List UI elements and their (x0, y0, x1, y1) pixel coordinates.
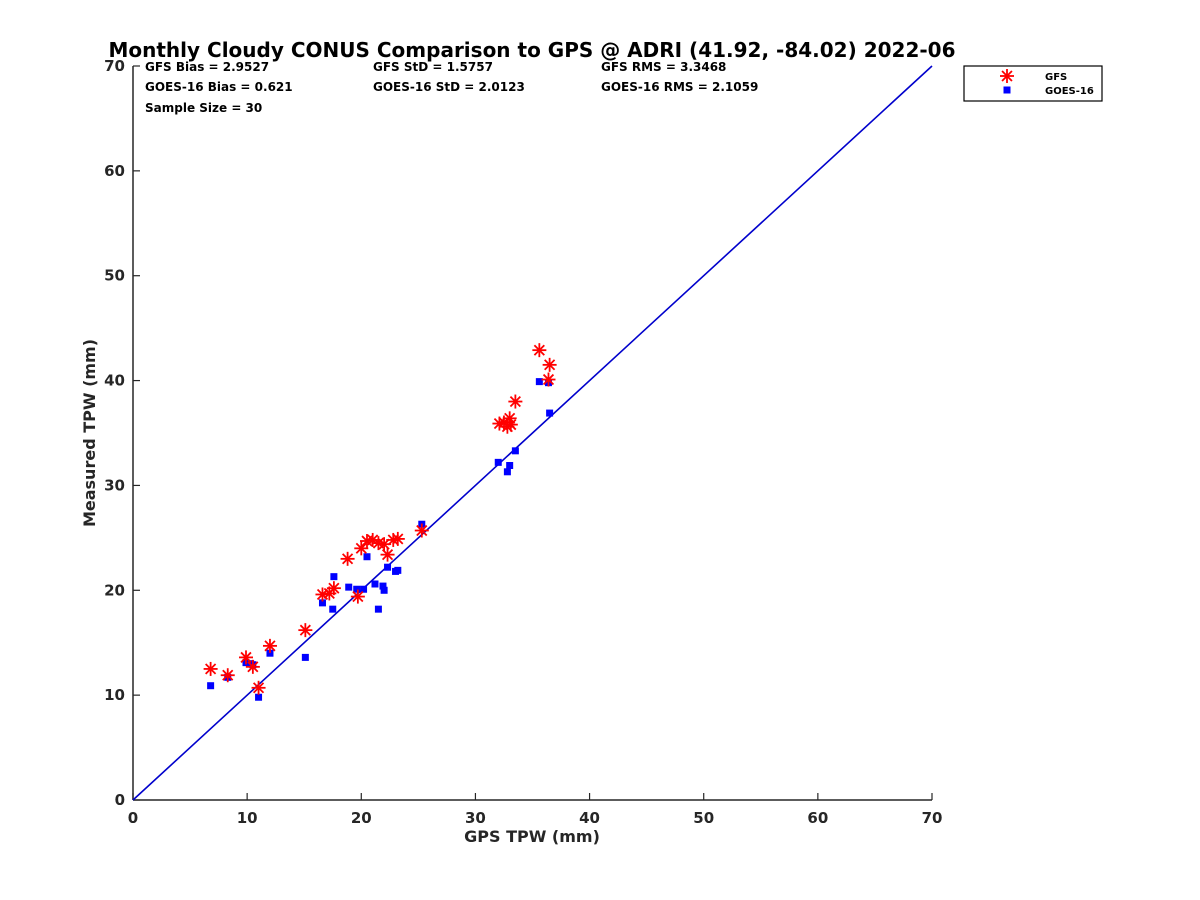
series-goes-16 (207, 378, 554, 701)
data-point-square (511, 447, 519, 455)
y-tick-label: 70 (104, 57, 125, 75)
data-point-square (353, 585, 361, 593)
y-tick-label: 40 (104, 372, 125, 390)
data-point-square (345, 583, 353, 591)
series-layer (203, 343, 557, 701)
axis-ticks: 0 10 20 30 40 50 60 70 0 10 20 30 40 50 60 70 (104, 57, 942, 827)
data-point-square (503, 468, 511, 476)
data-point-square (371, 580, 379, 588)
y-tick-label: 20 (104, 581, 125, 599)
stat-text: GOES-16 StD = 2.0123 (373, 80, 525, 94)
legend-label: GFS (1045, 72, 1067, 83)
data-point-square (207, 682, 215, 690)
data-point-square (374, 605, 382, 613)
data-point-asterisk (203, 661, 218, 676)
legend-marker (1003, 86, 1011, 94)
stats-block: GFS Bias = 2.9527 GFS StD = 1.5757 GFS RMS… (145, 60, 758, 115)
data-point-asterisk (245, 659, 260, 674)
x-tick-label: 30 (465, 809, 486, 827)
data-point-asterisk (496, 415, 511, 430)
legend-marker (1000, 69, 1014, 83)
x-tick-label: 50 (693, 809, 714, 827)
x-tick-label: 60 (807, 809, 828, 827)
y-tick-label: 0 (115, 791, 125, 809)
data-point-asterisk (542, 357, 557, 372)
data-point-square (266, 649, 274, 657)
x-tick-label: 10 (237, 809, 258, 827)
data-point-asterisk (380, 547, 395, 562)
data-point-asterisk (239, 650, 254, 665)
legend: GFS GOES-16 (963, 65, 1103, 102)
stat-text: GFS RMS = 3.3468 (601, 60, 726, 74)
stat-text: GFS Bias = 2.9527 (145, 60, 269, 74)
stat-text: GFS StD = 1.5757 (373, 60, 493, 74)
x-tick-label: 20 (351, 809, 372, 827)
data-point-square (546, 409, 554, 417)
x-tick-label: 70 (922, 809, 943, 827)
data-point-square (535, 378, 543, 386)
data-point-asterisk (340, 551, 355, 566)
data-point-square (384, 563, 392, 571)
data-point-asterisk (532, 343, 547, 358)
stat-text: GOES-16 Bias = 0.621 (145, 80, 293, 94)
data-point-asterisk (251, 680, 266, 695)
data-point-asterisk (354, 541, 369, 556)
data-point-asterisk (262, 638, 277, 653)
data-point-square (506, 462, 514, 470)
legend-box (963, 65, 1103, 102)
data-point-asterisk (350, 589, 365, 604)
y-tick-label: 60 (104, 162, 125, 180)
x-tick-label: 40 (579, 809, 600, 827)
x-tick-label: 0 (128, 809, 138, 827)
data-point-square (363, 553, 371, 561)
y-tick-label: 30 (104, 476, 125, 494)
data-point-square (394, 566, 402, 574)
data-point-square (379, 582, 387, 590)
data-point-square (360, 585, 368, 593)
chart-title: Monthly Cloudy CONUS Comparison to GPS @… (108, 38, 955, 62)
data-point-square (380, 586, 388, 594)
data-point-asterisk (508, 394, 523, 409)
y-axis-label: Measured TPW (mm) (80, 339, 99, 527)
data-point-asterisk (326, 581, 341, 596)
legend-label: GOES-16 (1045, 86, 1094, 97)
data-point-square (301, 653, 309, 661)
one-to-one-line (132, 65, 933, 801)
stat-text: GOES-16 RMS = 2.1059 (601, 80, 758, 94)
data-point-square (494, 458, 502, 466)
data-point-asterisk (541, 372, 556, 387)
stat-text: Sample Size = 30 (145, 101, 262, 115)
data-point-square (330, 573, 338, 581)
y-tick-label: 10 (104, 686, 125, 704)
data-point-square (255, 693, 263, 701)
y-tick-label: 50 (104, 267, 125, 285)
data-point-asterisk (220, 668, 235, 683)
data-point-square (329, 605, 337, 613)
series-gfs (203, 343, 557, 695)
data-point-square (318, 599, 326, 607)
x-axis-label: GPS TPW (mm) (464, 827, 600, 846)
data-point-asterisk (414, 523, 429, 538)
plot-area: 0 10 20 30 40 50 60 70 0 10 20 30 40 50 60 70 (104, 57, 942, 827)
data-point-asterisk (390, 531, 405, 546)
data-point-asterisk (298, 623, 313, 638)
